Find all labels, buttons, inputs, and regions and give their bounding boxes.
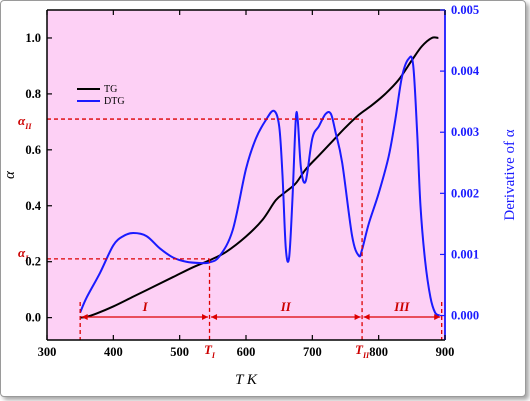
y-right-tick-label: 0.002 <box>451 186 479 200</box>
y-right-tick-label: 0.000 <box>451 309 479 323</box>
y-axis-left-title: α <box>2 170 18 179</box>
alpha-II-label: αII <box>18 113 32 131</box>
series-line-tg <box>80 36 439 319</box>
region-label-2: II <box>280 299 292 314</box>
region-label-3: III <box>393 299 410 314</box>
y-left-tick-label: 0.6 <box>25 143 41 157</box>
y-right-tick-label: 0.005 <box>451 3 479 17</box>
legend: TG DTG <box>77 84 125 107</box>
y-right-tick-label: 0.001 <box>451 247 479 261</box>
x-tick-label: 900 <box>436 345 455 359</box>
x-tick-label: 400 <box>104 345 123 359</box>
x-tick-label: 700 <box>303 345 322 359</box>
x-tick-label: 600 <box>237 345 256 359</box>
T-I-label: TI <box>204 342 216 360</box>
y-left-tick-label: 0.8 <box>25 87 41 101</box>
region-arrowhead-right <box>202 314 209 320</box>
x-tick-label: 300 <box>38 345 57 359</box>
y-right-tick-label: 0.004 <box>451 64 480 78</box>
legend-label-tg: TG <box>104 84 117 95</box>
x-tick-label: 800 <box>369 345 388 359</box>
region-arrowhead-left <box>81 314 88 320</box>
T-II-label: TII <box>355 342 370 360</box>
y-left-tick-label: 0.0 <box>25 311 41 325</box>
y-left-tick-label: 0.4 <box>25 199 41 213</box>
region-arrowhead-right <box>354 314 361 320</box>
y-axis-right-title: Derivative of α <box>502 129 518 220</box>
y-left-tick-label: 0.2 <box>25 255 41 269</box>
region-arrowhead-left <box>211 314 218 320</box>
x-tick-label: 500 <box>170 345 189 359</box>
region-label-1: I <box>142 299 149 314</box>
plot-background <box>47 10 445 340</box>
alpha-I-label: αI <box>18 245 29 263</box>
region-arrowhead-right <box>434 314 441 320</box>
region-arrowhead-left <box>363 314 370 320</box>
legend-label-dtg: DTG <box>104 96 125 107</box>
x-axis-title: T K <box>235 372 258 388</box>
series-line-dtg <box>79 55 441 317</box>
y-left-tick-label: 1.0 <box>25 31 41 45</box>
y-right-tick-label: 0.003 <box>451 125 479 139</box>
